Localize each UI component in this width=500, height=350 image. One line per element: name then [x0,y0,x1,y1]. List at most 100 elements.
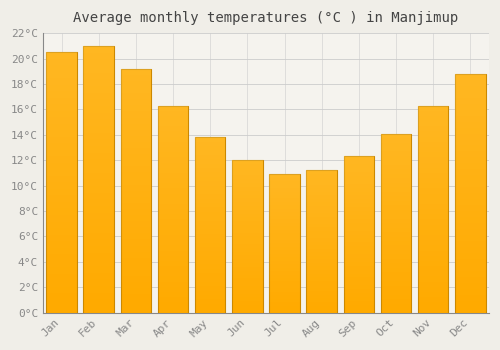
Bar [195,304,226,308]
Bar [306,213,337,217]
Bar [232,274,262,278]
Bar [46,195,77,202]
Bar [381,147,411,152]
Bar [344,188,374,191]
Bar [306,309,337,313]
Bar [195,229,226,234]
Bar [455,271,486,277]
Bar [455,229,486,235]
Bar [306,277,337,281]
Bar [195,168,226,173]
Bar [120,288,151,294]
Bar [418,245,448,251]
Bar [195,212,226,216]
Bar [46,124,77,131]
Bar [120,148,151,154]
Bar [46,91,77,98]
Bar [195,238,226,243]
Bar [158,158,188,162]
Bar [46,202,77,209]
Bar [84,86,114,93]
Bar [232,198,262,202]
Bar [46,137,77,143]
Bar [195,273,226,278]
Bar [381,264,411,268]
Bar [306,199,337,202]
Bar [120,215,151,221]
Bar [344,168,374,172]
Bar [344,215,374,219]
Bar [270,278,300,281]
Bar [455,140,486,146]
Bar [195,186,226,190]
Bar [120,209,151,215]
Bar [381,174,411,178]
Bar [306,234,337,238]
Bar [46,144,77,150]
Bar [158,225,188,230]
Bar [381,281,411,286]
Bar [84,159,114,166]
Bar [455,74,486,313]
Bar [158,302,188,307]
Bar [84,212,114,219]
Bar [418,287,448,292]
Bar [418,126,448,132]
Bar [418,199,448,204]
Bar [158,251,188,256]
Bar [344,246,374,250]
Bar [455,277,486,283]
Bar [84,306,114,313]
Bar [46,59,77,65]
Bar [306,245,337,248]
Bar [158,142,188,147]
Bar [120,264,151,270]
Bar [306,306,337,309]
Bar [344,156,374,313]
Bar [232,294,262,298]
Bar [270,261,300,264]
Bar [195,265,226,269]
Bar [455,110,486,116]
Bar [306,227,337,231]
Bar [120,142,151,148]
Bar [344,164,374,168]
Bar [418,276,448,282]
Bar [306,252,337,256]
Bar [195,159,226,164]
Bar [46,287,77,293]
Bar [46,215,77,222]
Bar [455,199,486,205]
Bar [120,184,151,191]
Bar [232,248,262,252]
Bar [120,178,151,184]
Bar [158,209,188,214]
Bar [120,282,151,288]
Bar [120,246,151,252]
Bar [455,92,486,98]
Bar [381,205,411,210]
Bar [84,233,114,239]
Bar [158,116,188,121]
Bar [344,281,374,285]
Bar [232,301,262,305]
Bar [158,282,188,287]
Bar [232,179,262,183]
Bar [84,166,114,173]
Bar [455,289,486,295]
Bar [84,146,114,153]
Bar [232,172,262,175]
Bar [158,240,188,245]
Bar [232,237,262,240]
Bar [195,247,226,251]
Bar [306,210,337,213]
Bar [306,181,337,184]
Bar [46,222,77,228]
Bar [381,299,411,304]
Bar [120,227,151,233]
Bar [381,250,411,254]
Bar [158,152,188,158]
Bar [120,81,151,87]
Bar [195,251,226,256]
Bar [344,297,374,301]
